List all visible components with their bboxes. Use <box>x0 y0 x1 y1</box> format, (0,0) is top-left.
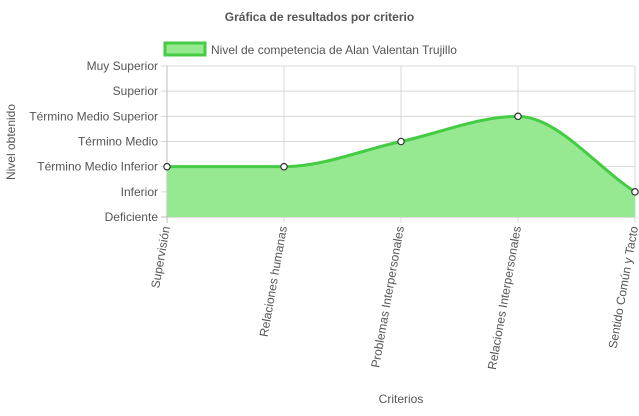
chart-title: Gráfica de resultados por criterio <box>225 10 414 24</box>
x-axis-label: Criterios <box>379 392 424 406</box>
x-tick-label: Supervisión <box>148 225 173 289</box>
y-tick-label: Muy Superior <box>87 59 158 73</box>
y-axis-label: Nivel obtenido <box>4 104 18 180</box>
y-tick-label: Deficiente <box>105 210 159 224</box>
legend-swatch <box>163 41 207 57</box>
data-point[interactable] <box>280 162 288 171</box>
y-tick-label: Inferior <box>121 185 158 199</box>
x-axis-ticks: Supervisión Relaciones humanas Problemas I… <box>148 225 639 371</box>
legend-label: Nivel de competencia de Alan Valentan Tr… <box>211 43 457 57</box>
y-tick-label: Superior <box>113 84 158 98</box>
legend[interactable]: Nivel de competencia de Alan Valentan Tr… <box>163 41 457 57</box>
data-point[interactable] <box>163 162 171 171</box>
series-area <box>167 116 635 217</box>
x-tick-label: Sentido Común y Tacto <box>606 225 639 350</box>
x-tick-label: Problemas Interpersonales <box>368 225 407 369</box>
data-point[interactable] <box>397 137 405 146</box>
x-tick-label: Relaciones Interpersonales <box>485 225 524 371</box>
y-tick-label: Término Medio Superior <box>29 109 158 123</box>
series-layer <box>163 112 639 217</box>
y-tick-label: Término Medio <box>78 135 158 149</box>
y-axis-ticks: Deficiente Inferior Término Medio Inferior… <box>29 59 158 224</box>
data-point[interactable] <box>631 188 639 196</box>
x-tick-label: Relaciones humanas <box>257 225 290 338</box>
y-tick-label: Término Medio Inferior <box>37 160 158 174</box>
data-point[interactable] <box>514 112 522 121</box>
